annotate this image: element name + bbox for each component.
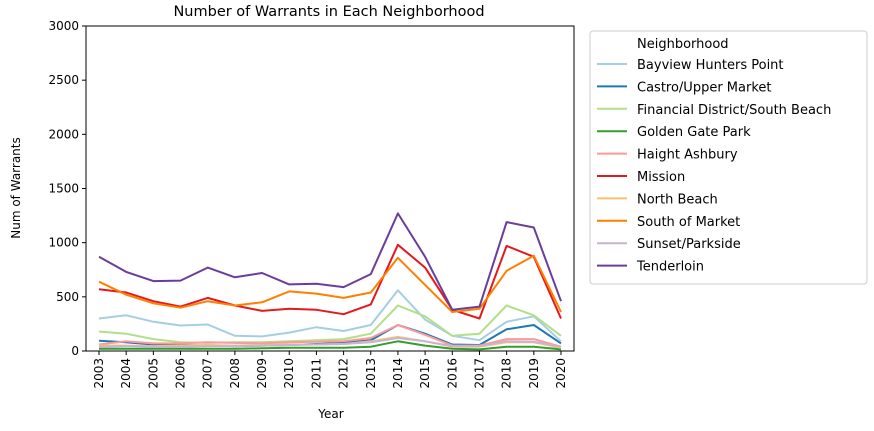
y-tick-label: 2000 (48, 127, 79, 141)
y-tick-label: 0 (71, 344, 79, 358)
x-tick-label: 2020 (554, 358, 568, 389)
y-tick-label: 2500 (48, 73, 79, 87)
x-tick-label: 2016 (445, 358, 459, 389)
x-tick-label: 2007 (201, 358, 215, 389)
y-axis-label: Num of Warrants (9, 137, 23, 239)
series-line-9 (98, 212, 562, 311)
legend-title: Neighborhood (637, 37, 729, 52)
x-tick-label: 2019 (527, 358, 541, 389)
legend-label: Sunset/Parkside (637, 237, 741, 252)
x-tick-label: 2013 (364, 358, 378, 389)
legend-label: Tenderloin (636, 260, 704, 275)
legend-label: Castro/Upper Market (637, 80, 772, 95)
x-tick-label: 2014 (391, 358, 405, 389)
series-line-0 (98, 289, 562, 343)
legend-label: South of Market (637, 215, 740, 230)
x-tick-label: 2005 (146, 358, 160, 389)
x-tick-label: 2011 (309, 358, 323, 389)
x-tick-label: 2009 (255, 358, 269, 389)
x-tick-label: 2018 (500, 358, 514, 389)
x-tick-label: 2006 (174, 358, 188, 389)
y-tick-label: 1000 (48, 236, 79, 250)
x-tick-label: 2008 (228, 358, 242, 389)
legend-label: Haight Ashbury (637, 148, 738, 163)
series-line-2 (98, 304, 562, 344)
legend-label: Golden Gate Park (637, 125, 751, 140)
chart-title: Number of Warrants in Each Neighborhood (173, 4, 484, 20)
x-tick-label: 2010 (282, 358, 296, 389)
series-line-7 (98, 254, 562, 313)
plot-area: 0 500 1000 1500 2000 2500 3000 2003 2004 2005 2006… (48, 19, 575, 389)
x-tick-label: 2004 (119, 358, 133, 389)
legend: Neighborhood Bayview Hunters Point Castro/… (589, 30, 868, 285)
x-tick-label: 2003 (92, 358, 106, 389)
legend-label: Financial District/South Beach (637, 103, 831, 118)
series-line-8 (98, 337, 562, 348)
series-line-5 (98, 243, 562, 320)
y-tick-label: 1500 (48, 182, 79, 196)
legend-label: Bayview Hunters Point (637, 58, 784, 73)
x-tick-label: 2015 (418, 358, 432, 389)
series-line-3 (99, 340, 562, 351)
x-tick-label: 2017 (472, 358, 486, 389)
y-tick-label: 500 (56, 290, 79, 304)
x-axis-label: Year (317, 407, 343, 421)
legend-frame (589, 30, 868, 285)
x-tick-label: 2012 (337, 358, 351, 389)
y-tick-label: 3000 (48, 19, 79, 33)
legend-label: Mission (637, 170, 685, 185)
legend-label: North Beach (637, 192, 718, 207)
